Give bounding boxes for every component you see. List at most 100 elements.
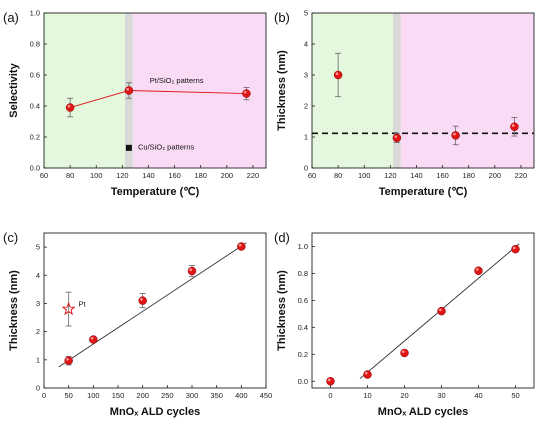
y-tick-label: 2 <box>36 327 40 336</box>
plot-frame <box>43 232 267 389</box>
fit-line <box>58 242 247 368</box>
y-tick-label: 3 <box>36 299 40 308</box>
y-tick-label: 0.0 <box>30 164 40 173</box>
x-tick-label: 40 <box>474 391 482 400</box>
data-point-highlight <box>335 72 339 75</box>
chart-panel-3: 0 50 100 150 200 250 300 350 400 450 0 1 2 3 4 5 Pt MnOₓ … <box>3 230 272 418</box>
x-tick-label: 180 <box>194 171 207 180</box>
y-tick-label: 3 <box>304 71 308 80</box>
data-point-highlight <box>513 246 516 250</box>
x-tick-label: 220 <box>247 171 260 180</box>
y-tick-label: 0.6 <box>30 71 40 80</box>
chart-panel-4: 0 10 20 30 40 50 0.0 0.2 0.4 0.6 0.8 1.0 MnOₓ ALD cy… <box>274 230 535 418</box>
x-tick-label: 30 <box>437 391 445 400</box>
data-point-highlight <box>328 378 331 382</box>
y-tick-label: 0.0 <box>298 377 308 386</box>
data-point-highlight <box>394 135 397 138</box>
data-point-highlight <box>189 268 193 272</box>
y-tick-label: 5 <box>304 9 308 18</box>
y-axis-title: Selectivity <box>8 62 20 117</box>
shaded-region-1 <box>44 13 125 168</box>
panel-label: (d) <box>274 230 290 245</box>
x-tick-label: 400 <box>235 391 248 400</box>
x-tick-label: 450 <box>260 391 273 400</box>
data-point-highlight <box>238 243 242 247</box>
data-point <box>125 144 132 151</box>
x-tick-label: 250 <box>161 391 174 400</box>
x-tick-label: 220 <box>515 171 528 180</box>
x-tick-label: 60 <box>308 171 316 180</box>
y-tick-label: 0 <box>304 164 308 173</box>
shaded-region-2 <box>392 13 401 168</box>
y-tick-label: 0.4 <box>298 323 308 332</box>
x-axis-title: Temperature (℃) <box>111 186 200 198</box>
x-tick-label: 120 <box>116 171 129 180</box>
x-tick-label: 50 <box>511 391 519 400</box>
x-tick-label: 200 <box>221 171 234 180</box>
y-tick-label: 1.0 <box>30 9 40 18</box>
x-tick-label: 100 <box>358 171 371 180</box>
data-point-highlight <box>453 132 456 136</box>
x-tick-label: 80 <box>66 171 74 180</box>
data-point <box>437 306 446 316</box>
x-tick-label: 50 <box>64 391 72 400</box>
panel-label: (c) <box>3 230 18 245</box>
data-point <box>333 70 343 80</box>
x-tick-label: 150 <box>112 391 125 400</box>
y-tick-label: 4 <box>36 271 40 280</box>
data-point <box>392 133 402 143</box>
data-point-highlight <box>511 124 515 127</box>
x-tick-label: 160 <box>168 171 181 180</box>
data-point <box>400 348 409 358</box>
data-point <box>138 296 147 305</box>
y-axis-title: Thickness (nm) <box>276 270 288 351</box>
x-tick-label: 140 <box>142 171 155 180</box>
x-axis-title: Temperature (℃) <box>379 186 468 198</box>
x-tick-label: 120 <box>384 171 397 180</box>
data-point <box>326 377 335 386</box>
data-point <box>474 266 483 275</box>
y-tick-label: 4 <box>304 40 308 49</box>
y-tick-label: 1 <box>304 133 308 142</box>
data-point <box>65 103 75 112</box>
panel-label: (a) <box>3 10 19 25</box>
y-axis-title: Thickness (nm) <box>8 270 20 351</box>
x-tick-label: 100 <box>87 391 100 400</box>
y-tick-label: 0.4 <box>30 102 40 111</box>
chart-panel-2: 60 80 100 120 140 160 180 200 220 0 1 2 3 4 5 Temperatu… <box>274 9 535 198</box>
x-tick-label: 300 <box>186 391 199 400</box>
data-point-highlight <box>476 268 479 271</box>
x-tick-label: 140 <box>410 171 423 180</box>
y-tick-label: 0 <box>36 384 40 393</box>
x-tick-label: 180 <box>462 171 475 180</box>
y-tick-label: 0.8 <box>298 269 308 278</box>
data-point-highlight <box>90 336 94 340</box>
x-tick-label: 200 <box>489 171 502 180</box>
x-tick-label: 0 <box>328 391 332 400</box>
data-point-highlight <box>126 87 129 91</box>
data-point <box>124 86 134 95</box>
x-tick-label: 80 <box>334 171 342 180</box>
x-tick-label: 0 <box>42 391 46 400</box>
y-tick-label: 2 <box>304 102 308 111</box>
y-tick-label: 0.8 <box>30 40 40 49</box>
plot-frame <box>43 12 267 169</box>
chart-panel-1: 60 80 100 120 140 160 180 200 220 0.0 0.2 0.4 0.6 0.8… <box>3 9 267 198</box>
data-point <box>510 122 519 132</box>
data-point <box>242 89 251 98</box>
data-point-highlight <box>439 308 442 312</box>
x-axis-title: MnOₓ ALD cycles <box>378 406 468 418</box>
data-point-highlight <box>365 371 368 375</box>
data-point <box>511 244 520 254</box>
x-tick-label: 20 <box>400 391 408 400</box>
data-point <box>451 131 460 140</box>
data-point-highlight <box>67 104 71 108</box>
x-tick-label: 100 <box>90 171 103 180</box>
shaded-region-3 <box>400 13 534 168</box>
x-tick-label: 350 <box>210 391 223 400</box>
plot-frame <box>311 232 535 389</box>
x-tick-label: 200 <box>136 391 149 400</box>
data-point-highlight <box>402 350 405 353</box>
data-point-highlight <box>66 358 69 361</box>
